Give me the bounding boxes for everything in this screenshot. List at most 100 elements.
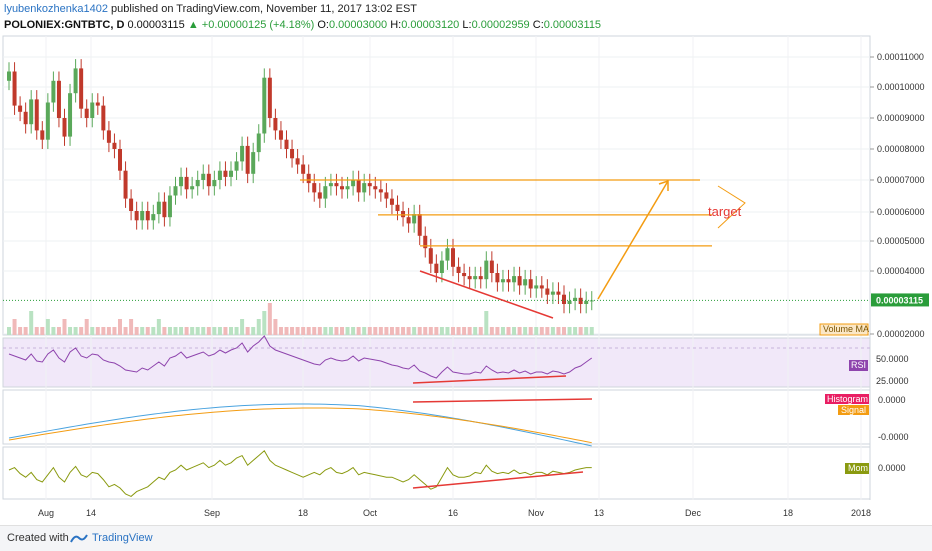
candle xyxy=(229,170,233,177)
candle xyxy=(106,130,111,143)
volume-bar xyxy=(301,327,306,335)
time-tick-label: 14 xyxy=(86,508,96,518)
volume-bar xyxy=(90,327,95,335)
time-tick-label: 18 xyxy=(783,508,793,518)
volume-bar xyxy=(112,327,117,335)
volume-bar xyxy=(417,327,422,335)
volume-bar xyxy=(267,303,272,335)
volume-bar xyxy=(545,327,550,335)
tradingview-brand-link[interactable]: TradingView xyxy=(92,532,153,544)
volume-bar xyxy=(478,327,483,335)
volume-bar xyxy=(240,319,245,335)
time-tick-label: Nov xyxy=(528,508,545,518)
volume-bar xyxy=(312,327,317,335)
volume-bar xyxy=(567,327,572,335)
candle xyxy=(389,198,394,205)
volume-bar xyxy=(384,327,389,335)
high-label: H: xyxy=(390,19,402,31)
candle xyxy=(273,118,278,131)
signal-badge xyxy=(838,405,869,415)
candle xyxy=(362,183,367,193)
volume-bar xyxy=(356,327,361,335)
rsi-divergence-line xyxy=(412,375,567,384)
volume-bar xyxy=(573,327,578,335)
volume-bar xyxy=(340,327,344,335)
candle xyxy=(217,170,222,180)
volume-bar xyxy=(517,327,522,335)
chart-canvas[interactable]: 0.00011000 0.00010000 0.00009000 0.00008000… xyxy=(0,0,932,525)
volume-bar xyxy=(323,327,328,335)
mom-badge xyxy=(845,463,869,474)
volume-bar xyxy=(173,327,178,335)
volume-bar xyxy=(184,327,189,335)
volume-bar xyxy=(562,327,566,335)
volume-bar xyxy=(262,311,267,335)
author-link[interactable]: lyubenkozhenka1402 xyxy=(4,3,108,15)
volume-bar xyxy=(556,327,561,335)
volume-bar xyxy=(439,327,444,335)
price-pane xyxy=(2,35,871,336)
candle xyxy=(573,297,578,301)
rsi-badge xyxy=(849,360,868,371)
volume-bar xyxy=(345,327,350,335)
candle xyxy=(118,149,122,171)
symbol-label[interactable]: POLONIEX:GNTBTC, D xyxy=(4,19,125,31)
volume-bar xyxy=(234,327,239,335)
mom-label: Mom xyxy=(848,463,868,473)
candle xyxy=(23,111,28,125)
candle xyxy=(201,173,206,180)
volume-bar xyxy=(423,327,428,335)
candle xyxy=(401,211,406,218)
volume-bar xyxy=(462,327,467,335)
time-tick-label: 18 xyxy=(298,508,308,518)
candle xyxy=(301,164,306,174)
time-tick-label: Sep xyxy=(204,508,220,518)
candle xyxy=(439,260,444,273)
volume-bar xyxy=(451,327,455,335)
candle xyxy=(351,180,356,187)
volume-bar xyxy=(40,327,45,335)
symbol-line: POLONIEX:GNTBTC, D 0.00003115 ▲ +0.00000… xyxy=(4,19,601,31)
volume-bar xyxy=(534,327,539,335)
candle xyxy=(467,276,472,280)
price-tick-label: 0.00011000 xyxy=(877,52,924,62)
candle xyxy=(45,102,50,140)
rsi-tick-label: 25.0000 xyxy=(876,376,909,386)
volume-bar xyxy=(201,327,206,335)
rsi-line xyxy=(8,335,593,379)
high-value: 0.00003120 xyxy=(401,19,460,31)
volume-bar xyxy=(95,327,100,335)
candle xyxy=(367,183,372,187)
volume-bar xyxy=(206,327,211,335)
volume-bar xyxy=(18,327,23,335)
candle xyxy=(262,77,267,134)
candle xyxy=(545,288,550,295)
volume-bar xyxy=(484,311,489,335)
candle xyxy=(395,204,400,211)
candle xyxy=(251,152,256,174)
price-tick-label: 0.00007000 xyxy=(877,175,925,185)
volume-bar xyxy=(539,327,544,335)
candle xyxy=(40,130,45,140)
candle xyxy=(456,266,461,273)
candle xyxy=(462,273,467,277)
volume-bar xyxy=(223,327,228,335)
candle xyxy=(234,161,239,171)
volume-bar xyxy=(106,327,111,335)
target-bracket xyxy=(717,185,746,229)
candle xyxy=(290,149,295,159)
volume-bar xyxy=(29,311,34,335)
rsi-tick-label: 50.0000 xyxy=(876,354,909,364)
low-label: L: xyxy=(462,19,472,31)
histogram-label: Histogram xyxy=(827,394,868,404)
candle xyxy=(173,186,178,196)
candle xyxy=(340,186,344,190)
candle xyxy=(523,279,528,286)
volume-bar xyxy=(256,319,261,335)
price-change: ▲ +0.00000125 (+4.18%) xyxy=(187,19,315,31)
candle xyxy=(206,173,211,187)
candle xyxy=(484,260,489,280)
candle xyxy=(412,214,417,224)
candle xyxy=(506,279,511,283)
time-tick-label: Dec xyxy=(685,508,702,518)
